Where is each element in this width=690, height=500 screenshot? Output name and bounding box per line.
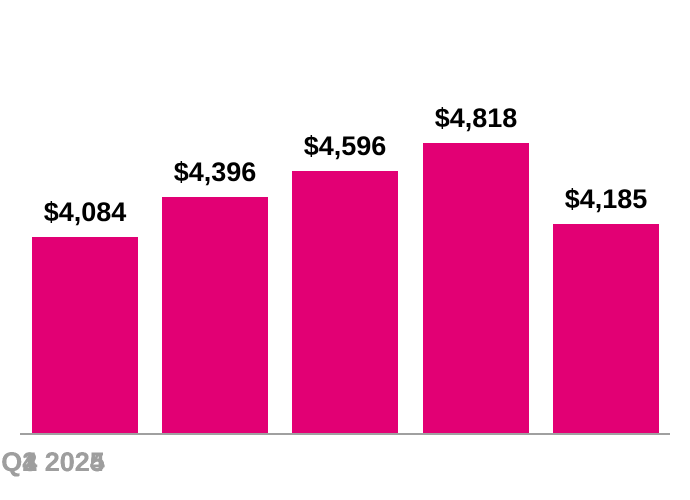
bar-value-label: $4,818 bbox=[434, 103, 518, 133]
bar-value-label: $4,185 bbox=[564, 184, 648, 214]
bar bbox=[553, 224, 659, 433]
bar-group: $4,596 bbox=[292, 133, 398, 433]
bar-value-label: $4,396 bbox=[173, 157, 257, 187]
x-axis-tick-label: Q1 2025 bbox=[1, 447, 105, 477]
bar bbox=[32, 237, 138, 433]
bar-group: $4,396 bbox=[162, 159, 268, 433]
bar bbox=[162, 197, 268, 433]
bar bbox=[292, 171, 398, 433]
x-axis-tick-label: Q4 2024 bbox=[1, 447, 105, 477]
bar bbox=[423, 143, 529, 433]
x-axis-tick-label: Q3 2025 bbox=[1, 447, 105, 477]
x-axis-tick-label: Q4 2025 bbox=[1, 447, 105, 477]
bar-group: $4,084 bbox=[32, 199, 138, 433]
bar-value-label: $4,596 bbox=[303, 131, 387, 161]
bar-group: $4,818 bbox=[423, 105, 529, 433]
bar-value-label: $4,084 bbox=[43, 197, 127, 227]
x-axis-tick-label: Q2 2025 bbox=[1, 447, 105, 477]
x-axis-line bbox=[20, 433, 670, 435]
bar-group: $4,185 bbox=[553, 186, 659, 433]
